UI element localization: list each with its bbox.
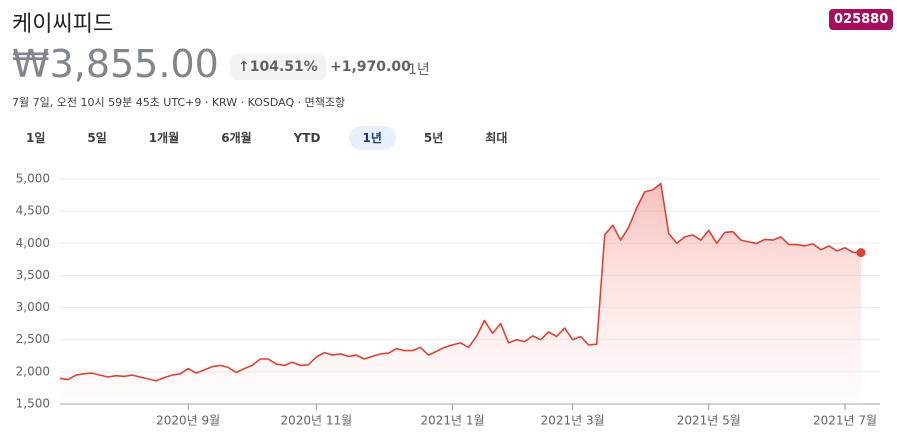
change-percent-text: 104.51% <box>249 59 318 75</box>
y-tick-label: 1,500 <box>16 397 50 411</box>
y-tick-label: 4,000 <box>16 236 50 250</box>
range-tab[interactable]: 5년 <box>423 131 444 145</box>
info-line: 7월 7일, 오전 10시 59분 45초 UTC+9 · KRW · KOSD… <box>12 96 346 109</box>
x-tick-label: 2021년 7월 <box>813 414 877 428</box>
range-tabs: 1일 5일 1개월 6개월 YTD 1년 5년 최대 <box>12 126 535 150</box>
x-tick-label: 2020년 11월 <box>280 414 352 428</box>
range-tab[interactable]: 1개월 <box>148 131 180 145</box>
x-tick-label: 2021년 3월 <box>541 414 605 428</box>
y-tick-label: 5,000 <box>16 172 50 186</box>
stock-title: 케이씨피드 <box>12 12 114 37</box>
range-tab[interactable]: YTD <box>293 131 321 145</box>
y-tick-label: 4,500 <box>16 204 50 218</box>
y-tick-label: 3,000 <box>16 300 50 314</box>
up-arrow: ↑ <box>238 59 250 75</box>
range-tab[interactable]: 1일 <box>26 131 46 145</box>
change-period: 1년 <box>408 62 430 78</box>
range-tab[interactable]: 5일 <box>87 131 107 145</box>
price: ₩3,855.00 <box>12 42 219 86</box>
range-tab[interactable]: 최대 <box>485 131 508 145</box>
range-tab[interactable]: 6개월 <box>221 131 252 145</box>
y-tick-label: 2,000 <box>16 364 50 378</box>
change-absolute: +1,970.00 <box>330 59 411 75</box>
area <box>60 183 861 404</box>
change-percent: ↑104.51% <box>230 54 326 80</box>
price-line <box>59 182 862 382</box>
y-tick-label: 2,500 <box>16 332 50 346</box>
x-tick-label: 2021년 1월 <box>420 414 484 428</box>
x-tick-label: 2021년 5월 <box>677 414 741 428</box>
ticker-badge: 025880 <box>829 9 894 30</box>
x-tick-label: 2020년 9월 <box>156 414 220 428</box>
last-point <box>856 248 866 258</box>
range-tab[interactable]: 1년 <box>348 126 396 150</box>
y-tick-label: 3,500 <box>16 268 50 282</box>
